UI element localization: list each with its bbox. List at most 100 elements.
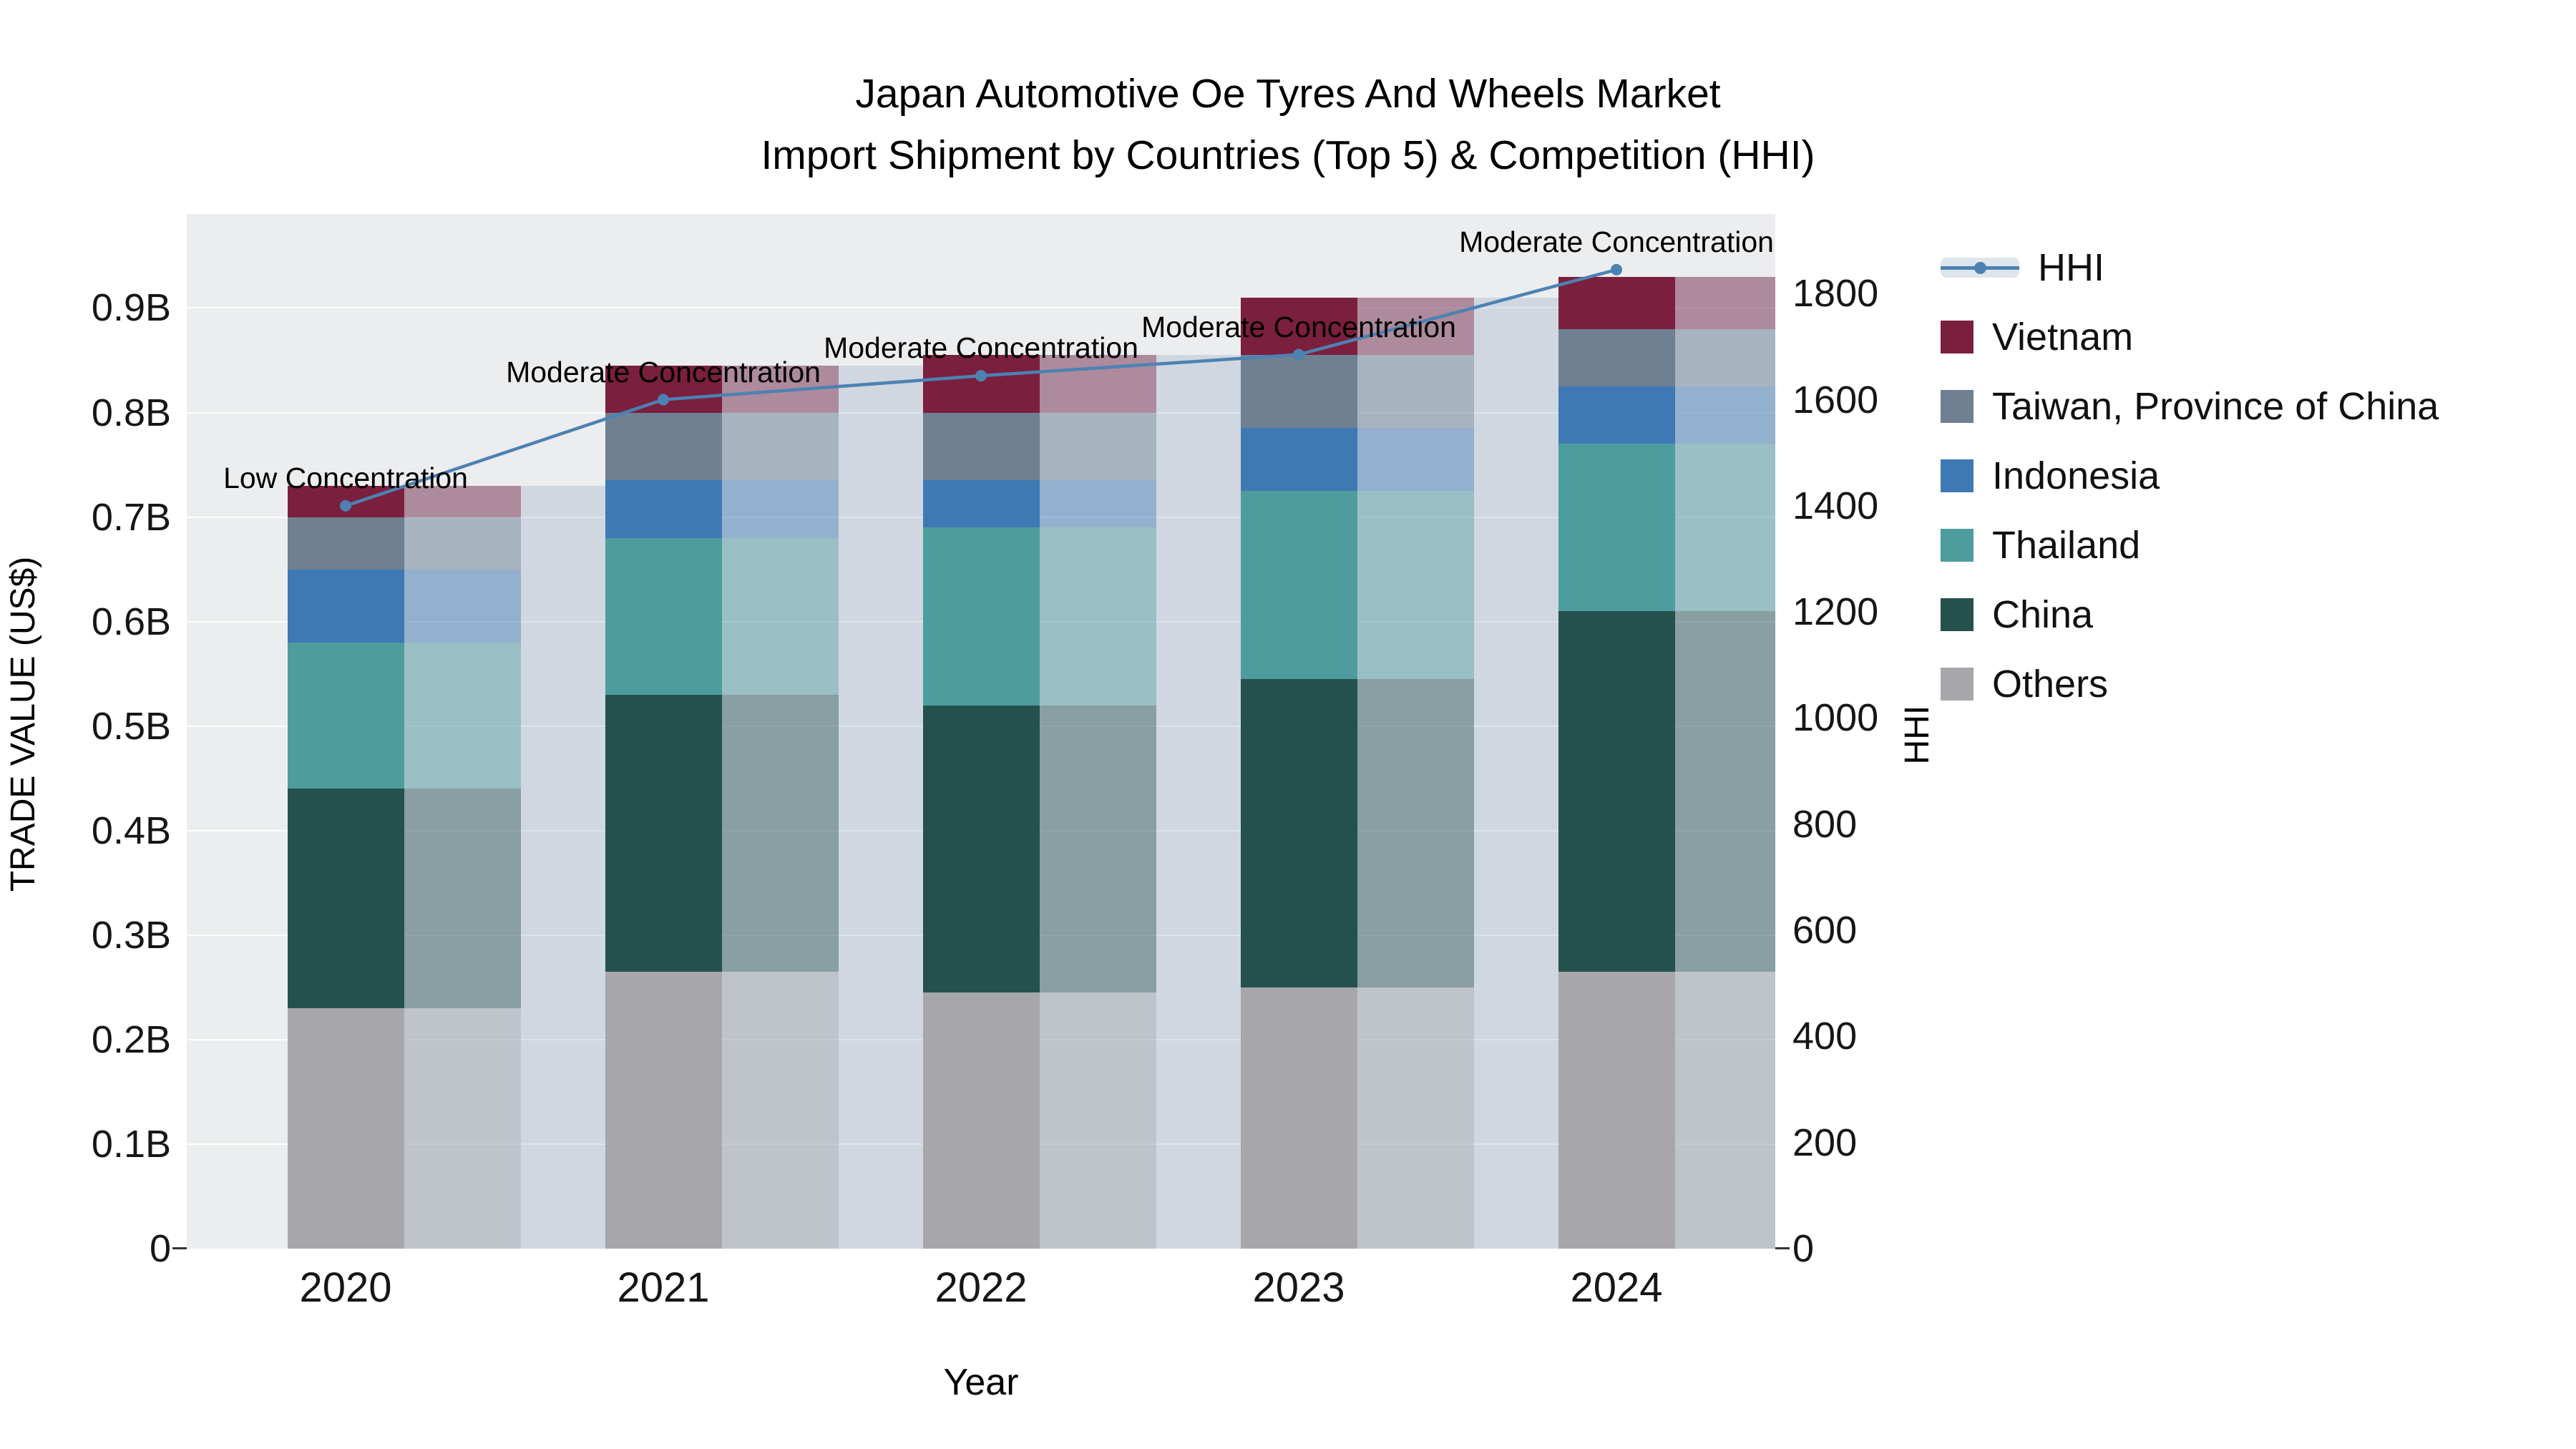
y-tick-left-0-6b: 0.6B (91, 600, 171, 643)
y-tick-right-1400: 1400 (1792, 484, 1879, 527)
bar-segment-2024-indonesia[interactable] (1558, 386, 1675, 444)
legend-item-vietnam[interactable]: Vietnam (1941, 302, 2439, 371)
y-tick-left-0-3b: 0.3B (91, 913, 171, 957)
bar-ghost-2024-others (1674, 971, 1775, 1249)
bar-segment-2024-taiwan-province-of-china[interactable] (1558, 328, 1675, 386)
bar-segment-2023-indonesia[interactable] (1240, 428, 1357, 492)
bar-segment-2020-taiwan-province-of-china[interactable] (287, 517, 404, 570)
y-tick-right-1600: 1600 (1792, 378, 1879, 421)
bar-segment-2023-taiwan-province-of-china[interactable] (1240, 355, 1357, 429)
y-tick-right-400: 400 (1792, 1015, 1858, 1058)
bar-segment-2020-china[interactable] (287, 789, 404, 1009)
bar-ghost-2023-thailand (1357, 491, 1474, 679)
gridline-0-9b (187, 307, 1775, 309)
bar-segment-2024-thailand[interactable] (1558, 444, 1675, 612)
bar-ghost-2022-indonesia (1039, 480, 1156, 528)
hhi-marker-2024[interactable] (1611, 263, 1622, 275)
y-tick-left-0: 0 (149, 1227, 171, 1270)
bar-ghost-2023-taiwan-province-of-china (1357, 355, 1474, 429)
bar-segment-2021-others[interactable] (605, 971, 722, 1249)
chart-title-line1: Japan Automotive Oe Tyres And Wheels Mar… (855, 71, 1721, 117)
bar-segment-2024-vietnam[interactable] (1558, 276, 1675, 329)
hhi-marker-2020[interactable] (340, 499, 351, 512)
bar-ghost-2023-others (1357, 987, 1474, 1249)
legend-swatch-others (1941, 667, 1974, 701)
legend-item-taiwan-province-of-china[interactable]: Taiwan, Province of China (1941, 371, 2439, 441)
y-tick-left-0-2b: 0.2B (91, 1018, 171, 1061)
y-tick-right-800: 800 (1792, 802, 1858, 846)
hhi-marker-2023[interactable] (1293, 348, 1304, 361)
legend: HHI Vietnam Taiwan, Province of China Indon… (1941, 233, 2439, 718)
bar-ghost-2022-thailand (1039, 527, 1156, 706)
bar-segment-2021-indonesia[interactable] (605, 480, 722, 538)
bar-segment-2023-china[interactable] (1240, 678, 1357, 987)
y-tick-right-1800: 1800 (1792, 272, 1879, 316)
legend-swatch-vietnam (1941, 320, 1974, 353)
y-tick-right-600: 600 (1792, 909, 1858, 952)
bar-segment-2022-thailand[interactable] (922, 527, 1040, 706)
legend-label-china: China (1992, 592, 2094, 636)
bar-ghost-2024-china (1674, 611, 1775, 972)
hhi-marker-2021[interactable] (658, 394, 669, 406)
bar-ghost-2024-thailand (1674, 444, 1775, 612)
bar-ghost-2021-taiwan-province-of-china (721, 412, 839, 481)
legend-item-thailand[interactable]: Thailand (1941, 510, 2439, 580)
legend-item-hhi[interactable]: HHI (1941, 233, 2439, 302)
hhi-swatch-marker (1974, 261, 1986, 274)
bar-segment-2022-taiwan-province-of-china[interactable] (922, 412, 1040, 481)
bar-ghost-2020-vietnam (404, 485, 521, 517)
annotation-2022: Moderate Concentration (824, 331, 1138, 365)
legend-swatch-china (1941, 597, 1974, 631)
legend-swatch-thailand (1941, 528, 1974, 562)
axis-zero-tick-left (172, 1247, 187, 1249)
bar-ghost-2023-indonesia (1357, 428, 1474, 492)
y-tick-right-1200: 1200 (1792, 590, 1879, 634)
annotation-2020: Low Concentration (223, 461, 468, 494)
y-tick-left-0-1b: 0.1B (91, 1122, 171, 1166)
y-tick-left-0-7b: 0.7B (91, 495, 171, 539)
bar-segment-2020-thailand[interactable] (287, 642, 404, 789)
y-tick-right-0: 0 (1792, 1227, 1815, 1270)
bar-segment-2020-indonesia[interactable] (287, 569, 404, 643)
legend-swatch-taiwan-province-of-china (1941, 389, 1974, 423)
y-tick-left-0-9b: 0.9B (91, 286, 171, 330)
bar-segment-2021-china[interactable] (605, 694, 722, 972)
bar-ghost-2022-others (1039, 992, 1156, 1249)
legend-label-indonesia: Indonesia (1992, 454, 2160, 497)
bar-segment-2022-china[interactable] (922, 705, 1040, 993)
plot-area: Low Concentration Moderate Concentration M… (187, 214, 1775, 1249)
legend-item-others[interactable]: Others (1941, 649, 2439, 718)
hhi-marker-2022[interactable] (975, 370, 987, 382)
x-tick-2021: 2021 (617, 1264, 710, 1311)
bar-ghost-2020-taiwan-province-of-china (404, 517, 521, 570)
legend-label-taiwan-province-of-china: Taiwan, Province of China (1992, 384, 2439, 428)
bar-segment-2020-others[interactable] (287, 1008, 404, 1249)
bar-segment-2022-vietnam[interactable] (922, 355, 1040, 413)
chart-title-line2: Import Shipment by Countries (Top 5) & C… (761, 132, 1815, 178)
y-tick-right-1000: 1000 (1792, 696, 1879, 740)
legend-label-thailand: Thailand (1992, 523, 2141, 567)
bar-segment-2023-thailand[interactable] (1240, 491, 1357, 679)
hhi-line[interactable] (187, 214, 1775, 1249)
bar-segment-2022-others[interactable] (922, 992, 1040, 1249)
bar-ghost-2020-thailand (404, 642, 521, 789)
bar-segment-2024-china[interactable] (1558, 611, 1675, 972)
y-tick-left-0-5b: 0.5B (91, 704, 171, 748)
bar-segment-2023-others[interactable] (1240, 987, 1357, 1249)
bar-segment-2024-others[interactable] (1558, 971, 1675, 1249)
bar-segment-2021-taiwan-province-of-china[interactable] (605, 412, 722, 481)
bar-ghost-2024-indonesia (1674, 386, 1775, 444)
legend-item-china[interactable]: China (1941, 580, 2439, 649)
legend-label-vietnam: Vietnam (1992, 315, 2134, 358)
bar-segment-2021-thailand[interactable] (605, 537, 722, 695)
annotation-2023: Moderate Concentration (1141, 310, 1456, 343)
bar-ghost-2022-taiwan-province-of-china (1039, 412, 1156, 481)
bar-ghost-2024-taiwan-province-of-china (1674, 328, 1775, 386)
legend-item-indonesia[interactable]: Indonesia (1941, 441, 2439, 510)
bar-segment-2022-indonesia[interactable] (922, 480, 1040, 528)
legend-label-others: Others (1992, 662, 2109, 706)
bar-ghost-2024-vietnam (1674, 276, 1775, 329)
annotation-2021: Moderate Concentration (506, 355, 821, 389)
bar-ghost-2021-thailand (721, 537, 839, 695)
